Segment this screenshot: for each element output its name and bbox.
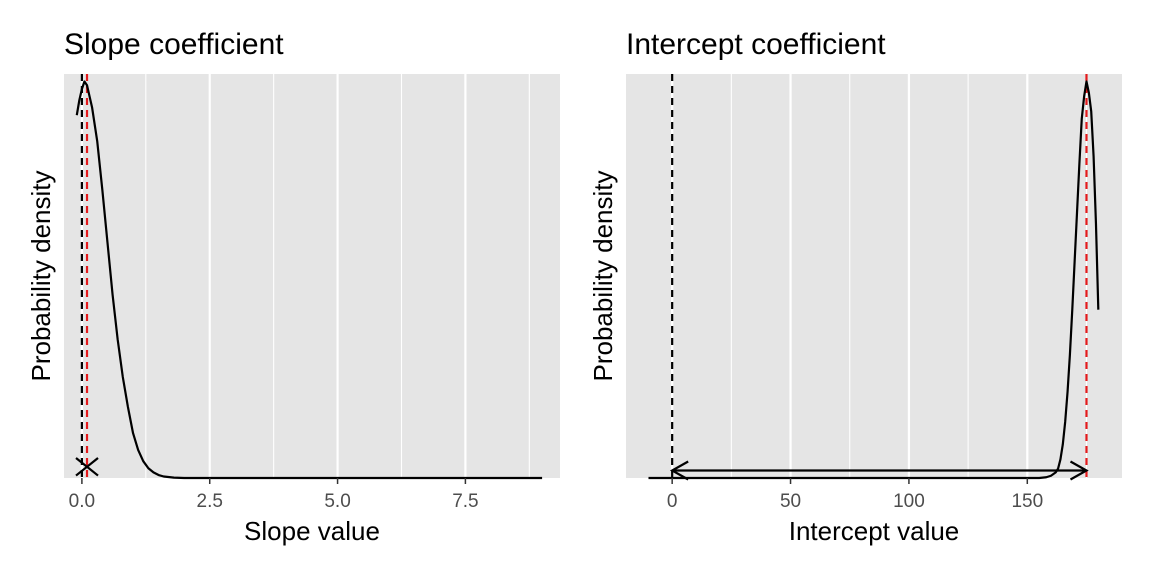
intercept-y-axis-title: Probability density (588, 171, 618, 382)
intercept-reference-lines (671, 74, 1088, 478)
intercept-panel-title: Intercept coefficient (626, 28, 886, 61)
slope-density-curve (75, 80, 543, 480)
intercept-x-axis-title: Intercept value (789, 516, 960, 546)
x-tick-label: 0 (667, 491, 678, 512)
x-tick-label: 2.5 (197, 491, 223, 512)
slope-reference-lines (80, 74, 89, 478)
x-tick-label: 5.0 (324, 491, 350, 512)
cross-marker (75, 457, 99, 477)
x-tick-label: 0.0 (69, 491, 95, 512)
density-line (75, 80, 543, 480)
density-line (648, 80, 1100, 480)
x-tick-label: 7.5 (452, 491, 478, 512)
intercept-x-axis-ticks: 0 50 100 150 (667, 478, 1043, 512)
x-tick-label: 50 (780, 491, 801, 512)
x-tick-label: 150 (1011, 491, 1043, 512)
intercept-plot-background (626, 74, 1122, 478)
slope-y-axis-title: Probability density (26, 171, 56, 382)
double-arrow (669, 460, 1089, 481)
slope-plot-background (64, 74, 560, 478)
slope-annotations (75, 457, 99, 477)
slope-x-axis-title: Slope value (244, 516, 380, 546)
slope-x-axis-ticks: 0.0 2.5 5.0 7.5 (69, 478, 479, 512)
slope-panel-title: Slope coefficient (64, 28, 284, 61)
x-tick-label: 100 (893, 491, 925, 512)
intercept-annotations (669, 460, 1089, 481)
intercept-coefficient-panel: Intercept coefficient 0 50 100 150 Intercep… (588, 28, 1122, 546)
intercept-density-curve (648, 80, 1100, 480)
slope-coefficient-panel: Slope coefficient 0.0 2.5 5.0 7.5 Slope val… (26, 28, 560, 546)
